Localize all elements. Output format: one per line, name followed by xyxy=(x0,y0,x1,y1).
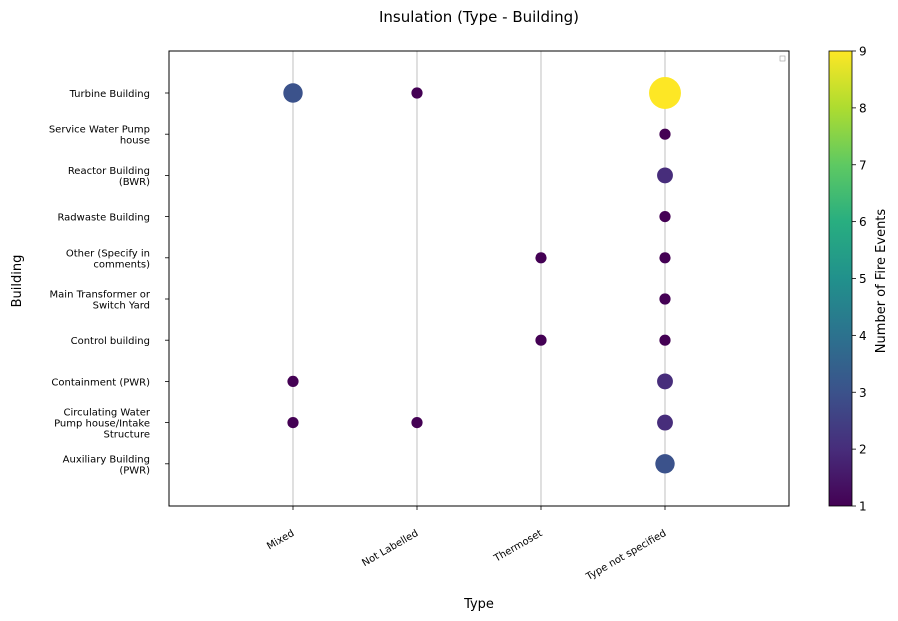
colorbar-tick-label-6: 6 xyxy=(859,215,867,229)
colorbar-label: Number of Fire Events xyxy=(874,209,889,354)
point-not-labelled-turbine-building xyxy=(411,87,423,99)
point-type-not-specified-reactor-building-bwr xyxy=(657,167,673,184)
y-tick-label-main-transformer-or-switch-yard: Main Transformer or Switch Yard xyxy=(50,290,151,312)
grid-lines xyxy=(292,51,666,506)
y-tick-label-reactor-building-bwr: Reactor Building (BWR) xyxy=(68,166,150,188)
y-tick-label-containment-pwr: Containment (PWR) xyxy=(51,377,150,388)
y-tick-label-radwaste-building: Radwaste Building xyxy=(57,213,150,224)
colorbar-tick-label-8: 8 xyxy=(859,101,867,115)
y-axis-label: Building xyxy=(10,255,25,308)
point-type-not-specified-auxiliary-building-pwr xyxy=(655,454,675,474)
colorbar-ticks: 1 2 3 4 5 6 7 8 9 xyxy=(852,45,867,514)
legend-box xyxy=(779,55,786,62)
point-type-not-specified-radwaste-building xyxy=(659,211,671,223)
point-not-labelled-circulating-water-pump-house-intake-structure xyxy=(411,417,423,429)
point-type-not-specified-containment-pwr xyxy=(657,373,673,390)
colorbar xyxy=(828,50,853,507)
point-type-not-specified-control-building xyxy=(659,334,671,346)
point-mixed-containment-pwr xyxy=(287,375,299,387)
point-type-not-specified-other-specify-in-comments xyxy=(659,252,671,264)
plot-area xyxy=(168,50,790,507)
scatter-points xyxy=(283,77,681,474)
point-mixed-circulating-water-pump-house-intake-structure xyxy=(287,417,299,429)
colorbar-tick-label-9: 9 xyxy=(859,45,867,59)
point-mixed-turbine-building xyxy=(283,83,303,103)
point-thermoset-control-building xyxy=(535,334,547,346)
y-tick-label-auxiliary-building-pwr: Auxiliary Building (PWR) xyxy=(63,454,150,476)
point-thermoset-other-specify-in-comments xyxy=(535,252,547,264)
y-tick-label-circulating-water-pump-house-intake-structure: Circulating Water Pump house/Intake Struct… xyxy=(54,408,151,441)
point-type-not-specified-circulating-water-pump-house-intake-structure xyxy=(657,414,673,431)
y-axis-ticks: Auxiliary Building (PWR) Circulating Water… xyxy=(49,89,169,476)
y-tick-label-turbine-building: Turbine Building xyxy=(69,89,150,100)
x-tick-label-thermoset: Thermoset xyxy=(492,528,545,565)
y-tick-label-control-building: Control building xyxy=(71,336,150,347)
point-type-not-specified-main-transformer-or-switch-yard xyxy=(659,293,671,305)
colorbar-tick-label-5: 5 xyxy=(859,272,867,286)
colorbar-tick-label-4: 4 xyxy=(859,329,867,343)
chart-title: Insulation (Type - Building) xyxy=(379,8,579,26)
point-type-not-specified-turbine-building xyxy=(649,77,681,109)
point-type-not-specified-service-water-pump-house xyxy=(659,128,671,140)
x-tick-label-type-not-specified: Type not specified xyxy=(584,528,669,583)
colorbar-tick-label-3: 3 xyxy=(859,386,867,400)
x-tick-label-not-labelled: Not Labelled xyxy=(360,528,420,569)
x-tick-label-mixed: Mixed xyxy=(265,528,296,552)
x-axis-label: Type xyxy=(463,597,494,612)
x-axis-ticks: Mixed Not Labelled Thermoset Type not speci… xyxy=(265,506,668,583)
y-tick-label-service-water-pump-house: Service Water Pump house xyxy=(49,125,150,147)
colorbar-tick-label-2: 2 xyxy=(859,443,867,457)
y-tick-label-other-specify-in-comments: Other (Specify in comments) xyxy=(66,248,150,270)
colorbar-tick-label-1: 1 xyxy=(859,500,867,514)
colorbar-tick-label-7: 7 xyxy=(859,158,867,172)
